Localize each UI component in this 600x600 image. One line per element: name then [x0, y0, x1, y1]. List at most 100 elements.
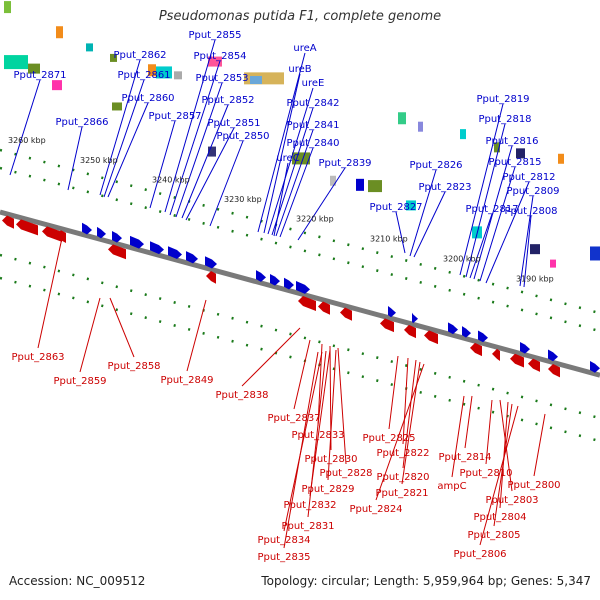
forward-gene-arrow [296, 281, 310, 294]
reverse-gene-label: Pput_2800 [507, 480, 560, 491]
forward-gene-label: Pput_2850 [216, 131, 269, 142]
forward-gene-arrow [412, 312, 418, 324]
leader-line [273, 162, 289, 237]
reverse-gene-label: Pput_2829 [301, 484, 354, 495]
reverse-gene-label: Pput_2834 [257, 535, 310, 546]
leader-line [395, 211, 406, 254]
reverse-gene-label: Pput_2821 [375, 488, 428, 499]
cog-block [156, 66, 172, 79]
leader-line [337, 347, 347, 465]
forward-gene-label: Pput_2840 [286, 138, 339, 149]
forward-gene-arrow [548, 349, 558, 362]
forward-gene-label: Pput_2809 [506, 186, 559, 197]
cog-block [86, 43, 93, 52]
forward-gene-label: Pput_2819 [476, 94, 529, 105]
reverse-gene-label: Pput_2825 [362, 433, 415, 444]
reverse-gene-label: Pput_2822 [376, 448, 429, 459]
reverse-gene-arrow [206, 271, 216, 284]
forward-gene-label: Pput_2857 [148, 111, 201, 122]
forward-gene-label: Pput_2852 [201, 95, 254, 106]
scale-label: 3250 kbp [80, 156, 118, 165]
leader-line [451, 395, 465, 478]
leader-line [9, 79, 41, 176]
leader-line-layer [9, 39, 546, 549]
forward-gene-arrow [256, 270, 266, 282]
reverse-gene-arrow [404, 324, 416, 339]
reverse-gene-label: Pput_2833 [291, 430, 344, 441]
leader-line [79, 297, 101, 373]
leader-line [485, 399, 493, 465]
forward-gene-label: Pput_2862 [113, 50, 166, 61]
forward-gene-arrow [168, 246, 182, 260]
leader-line [275, 129, 314, 237]
reverse-gene-arrow [548, 364, 560, 378]
cog-block [250, 76, 262, 84]
reverse-gene-arrow [470, 342, 482, 357]
leader-line [37, 237, 63, 349]
cog-block [4, 55, 28, 70]
leader-line [185, 127, 235, 221]
leader-line [493, 403, 513, 527]
label-layer: 3260 kbp 3250 kbp 3240 kbp 3230 kbp 3220 kbp… [8, 30, 561, 563]
reverse-gene-label: Pput_2810 [459, 468, 512, 479]
reverse-gene-label: Pput_2820 [376, 472, 429, 483]
cog-block [148, 64, 156, 77]
forward-gene-label: Pput_2839 [318, 158, 371, 169]
reverse-gene-label: Pput_2838 [215, 390, 268, 401]
scale-label: 3190 kbp [516, 274, 554, 283]
forward-gene-label: Pput_2861 [117, 70, 170, 81]
cog-block [292, 152, 310, 165]
reverse-gene-arrow [298, 296, 316, 311]
scale-label: 3220 kbp [296, 215, 334, 224]
forward-gene-label: Pput_2866 [55, 117, 108, 128]
reverse-gene-label: Pput_2828 [319, 468, 372, 479]
leader-line [485, 181, 530, 284]
leader-line [164, 39, 216, 213]
cog-block [398, 112, 406, 125]
leader-line [459, 103, 504, 276]
leader-line [519, 195, 534, 287]
leader-line [469, 213, 493, 279]
forward-gene-label: ureA [293, 43, 316, 54]
leader-line [533, 413, 546, 477]
forward-gene-arrow [150, 241, 164, 255]
leader-line [175, 82, 223, 218]
leader-line [317, 343, 323, 427]
forward-gene-arrow [205, 256, 217, 269]
forward-gene-label: Pput_2812 [502, 172, 555, 183]
cog-block [558, 153, 564, 164]
leader-line [267, 87, 314, 235]
cog-block [460, 129, 466, 140]
reverse-gene-arrow [424, 330, 438, 345]
forward-gene-label: Pput_2851 [207, 118, 260, 129]
cog-block [52, 80, 62, 91]
forward-gene-arrow [82, 222, 92, 235]
reverse-gene-arrow [108, 244, 126, 260]
forward-gene-arrow [478, 330, 488, 343]
leader-line [464, 395, 473, 449]
leader-line [99, 59, 141, 196]
cog-block [368, 180, 382, 193]
forward-gene-label: Pput_2855 [188, 30, 241, 41]
reverse-gene-label: Pput_2835 [257, 552, 310, 563]
forward-gene-arrow [112, 230, 122, 243]
reverse-gene-label: Pput_2806 [453, 549, 506, 560]
forward-gene-arrow [388, 306, 396, 318]
reverse-gene-label: Pput_2824 [349, 504, 402, 515]
leader-line [279, 147, 314, 238]
cog-block [530, 244, 540, 255]
leader-line [479, 405, 519, 546]
cog-block [418, 121, 423, 132]
forward-gene-arrow [270, 273, 280, 286]
accession-label: Accession: NC_009512 [9, 574, 146, 588]
forward-gene-arrow [130, 235, 144, 249]
leader-line [293, 339, 311, 410]
forward-gene-arrow [448, 322, 458, 335]
reverse-gene-arrow [380, 318, 394, 333]
reverse-gene-arrow [340, 307, 352, 321]
cog-block [330, 175, 336, 186]
forward-gene-arrow [97, 226, 106, 239]
cog-block [356, 178, 364, 191]
reverse-gene-arrow [56, 230, 66, 243]
